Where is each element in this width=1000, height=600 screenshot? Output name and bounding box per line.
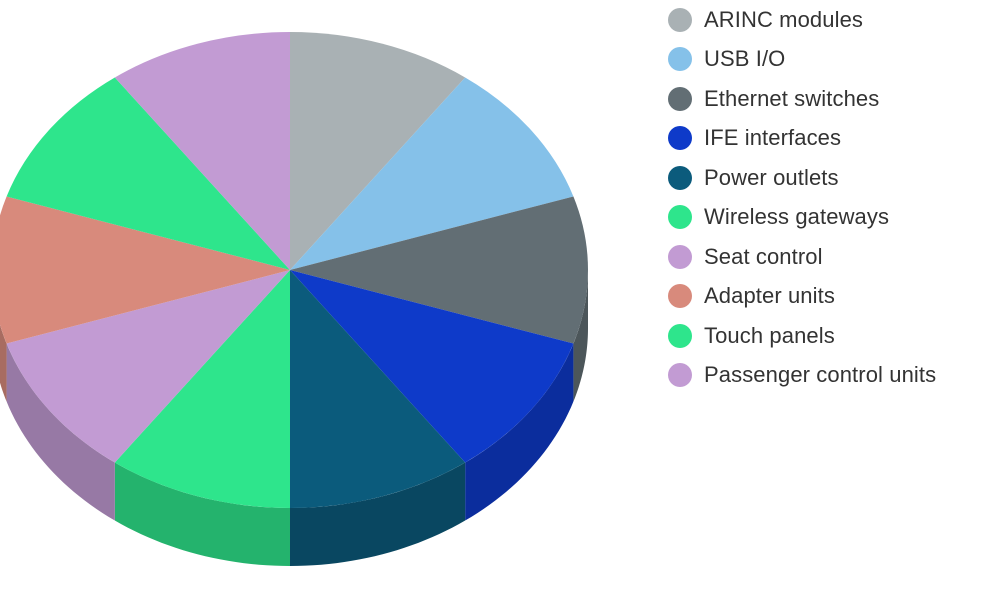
legend-marker (668, 47, 692, 72)
pie-chart (0, 31, 588, 566)
pie-slice-seat-control[interactable] (6, 270, 291, 463)
legend-item[interactable]: Adapter units (668, 277, 936, 317)
legend-marker (668, 86, 692, 111)
chart-legend: ARINC modules USB I/O Ethernet switches IFE… (668, 0, 936, 395)
pie-side-ethernet-switches (573, 270, 588, 402)
legend-marker (668, 126, 692, 151)
legend-item[interactable]: IFE interfaces (668, 119, 936, 159)
legend-label: Ethernet switches (704, 85, 880, 111)
legend-label: ARINC modules (704, 6, 864, 32)
pie-side-ife-interfaces (465, 343, 574, 521)
pie-sides (0, 270, 588, 566)
legend-marker (668, 165, 692, 190)
legend-label: Power outlets (704, 164, 839, 190)
pie-side-power-outlets (290, 462, 466, 566)
legend-marker (668, 323, 692, 348)
pie-slice-passenger-control-units[interactable] (114, 31, 290, 270)
pie-slice-arinc-modules[interactable] (290, 32, 466, 270)
legend-item[interactable]: Seat control (668, 237, 936, 277)
pie-slice-adapter-units[interactable] (0, 196, 290, 344)
pie-slice-touch-panels[interactable] (6, 77, 291, 270)
pie-slice-ethernet-switches[interactable] (290, 196, 588, 344)
legend-marker (668, 205, 692, 230)
legend-label: USB I/O (704, 46, 786, 72)
legend-label: Passenger control units (704, 362, 937, 388)
pie-side-seat-control (6, 343, 115, 521)
legend-item[interactable]: Power outlets (668, 158, 936, 198)
pie-chart-svg (0, 31, 588, 566)
legend-label: Seat control (704, 243, 823, 269)
legend-marker (668, 7, 692, 32)
legend-item[interactable]: Touch panels (668, 316, 936, 356)
legend-label: Adapter units (704, 283, 835, 309)
pie-slices (0, 31, 588, 509)
legend-item[interactable]: Passenger control units (668, 356, 936, 396)
pie-slice-ife-interfaces[interactable] (290, 270, 574, 463)
legend-marker (668, 363, 692, 388)
pie-slice-wireless-gateways[interactable] (114, 270, 290, 509)
legend-marker (668, 244, 692, 269)
legend-label: IFE interfaces (704, 125, 842, 151)
pie-slice-power-outlets[interactable] (290, 270, 466, 509)
pie-side-wireless-gateways (114, 462, 290, 566)
legend-item[interactable]: Wireless gateways (668, 198, 936, 238)
legend-label: Wireless gateways (704, 204, 890, 230)
legend-item[interactable]: USB I/O (668, 40, 936, 80)
legend-label: Touch panels (704, 322, 835, 348)
pie-slice-usb-i-o[interactable] (290, 77, 574, 270)
legend-item[interactable]: ARINC modules (668, 0, 936, 40)
pie-side-adapter-units (0, 324, 7, 402)
legend-item[interactable]: Ethernet switches (668, 79, 936, 119)
legend-marker (668, 284, 692, 309)
